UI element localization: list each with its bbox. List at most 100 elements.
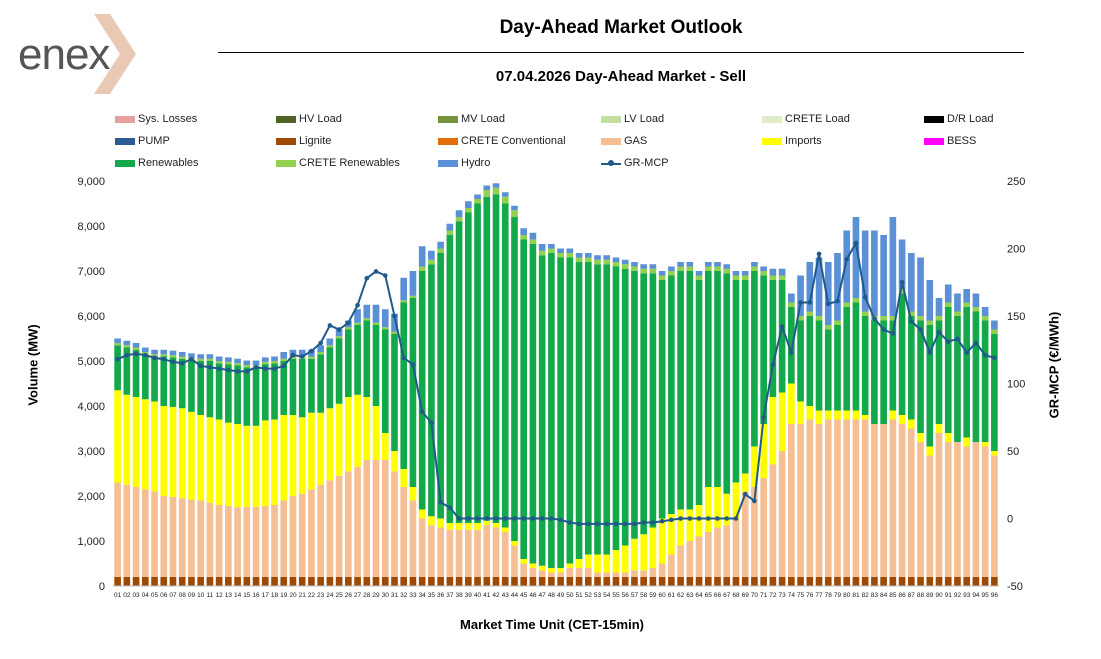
bar-segment-imports (788, 383, 795, 424)
x-tick-label: 69 (742, 592, 750, 599)
legend-label: GAS (624, 135, 648, 147)
bar-segment-crete-renewables (658, 275, 666, 280)
bar-segment-renewables (511, 217, 518, 541)
bar-segment-crete-renewables (926, 320, 934, 325)
bar-segment-imports (400, 469, 408, 487)
x-tick-label: 47 (539, 592, 547, 599)
bar-segment-imports (169, 406, 177, 497)
bar-segment-crete-renewables (446, 230, 454, 235)
mcp-point (226, 367, 231, 373)
title-divider (218, 52, 1024, 53)
legend-item: Sys. Losses (115, 112, 197, 126)
bar-segment-gas (391, 471, 398, 577)
bar-segment-gas (843, 419, 851, 577)
bar-segment-hydro (723, 264, 731, 269)
bar-segment-renewables (981, 320, 989, 442)
bar-segment-hydro (631, 262, 638, 267)
bar-segment-hydro (188, 353, 195, 358)
bar-segment-lignite (954, 577, 961, 586)
bar-segment-gas (132, 487, 140, 577)
bar-segment-hydro (428, 250, 435, 260)
bar-segment-imports (584, 554, 592, 568)
bar-segment-gas (594, 572, 601, 577)
bar-segment-hydro (317, 345, 324, 352)
bar-segment-renewables (963, 307, 971, 438)
bar-segment-imports (197, 415, 204, 501)
mcp-point (789, 350, 794, 355)
bar-segment-lignite (557, 577, 564, 586)
bar-segment-gas (852, 419, 860, 577)
bar-segment-hydro (160, 349, 168, 355)
bar-segment-crete-renewables (261, 361, 269, 365)
x-tick-label: 35 (428, 592, 436, 599)
bar-segment-imports (335, 403, 343, 476)
bar-segment-crete-renewables (741, 275, 749, 280)
bar-segment-crete-renewables (778, 275, 786, 280)
bar-segment-hydro (843, 230, 851, 303)
bar-segment-gas (123, 484, 131, 577)
bar-segment-crete-renewables (935, 316, 943, 321)
legend-swatch (115, 115, 135, 123)
bar-segment-crete-renewables (169, 355, 177, 358)
legend-label: LV Load (624, 113, 665, 125)
mcp-point (346, 320, 351, 326)
bar-segment-gas (363, 460, 371, 577)
bar-segment-crete-renewables (326, 345, 334, 348)
mcp-point (715, 516, 720, 521)
legend-line-swatch (601, 159, 621, 168)
bar-segment-renewables (926, 325, 934, 447)
bar-segment-hydro (981, 307, 989, 316)
bar-segment-crete-renewables (114, 343, 121, 346)
bar-segment-gas (935, 433, 943, 577)
bar-segment-renewables (409, 298, 417, 487)
bar-segment-crete-renewables (280, 358, 288, 361)
bar-segment-imports (511, 541, 518, 546)
x-tick-label: 92 (954, 592, 962, 599)
bar-segment-lignite (612, 577, 620, 586)
bar-segment-lignite (658, 577, 666, 586)
bar-segment-lignite (677, 577, 684, 586)
bar-segment-hydro (944, 284, 952, 303)
bar-segment-hydro (418, 246, 426, 267)
bar-segment-renewables (566, 257, 574, 564)
legend-label: Lignite (299, 135, 332, 147)
bar-segment-gas (926, 455, 934, 577)
bar-segment-lignite (437, 577, 444, 586)
bar-segment-crete-renewables (751, 266, 758, 271)
bar-segment-lignite (511, 577, 518, 586)
mcp-point (447, 505, 453, 511)
bar-segment-renewables (668, 275, 675, 514)
mcp-point (198, 363, 203, 369)
bar-segment-hydro (298, 349, 306, 357)
x-tick-label: 90 (935, 592, 943, 599)
bar-segment-imports (114, 390, 121, 483)
bar-segment-lignite (714, 577, 721, 586)
bar-segment-renewables (548, 253, 555, 568)
bar-segment-imports (465, 523, 472, 530)
bar-segment-renewables (594, 264, 601, 555)
bar-segment-hydro (594, 255, 601, 260)
bar-segment-hydro (871, 230, 878, 316)
bar-segment-gas (631, 570, 638, 577)
bar-segment-renewables (465, 212, 472, 523)
mcp-point (299, 354, 305, 359)
bar-segment-hydro (778, 268, 786, 276)
bar-segment-renewables (704, 271, 712, 487)
legend-item: MV Load (438, 112, 505, 126)
bar-segment-lignite (206, 577, 214, 586)
mcp-point (678, 516, 683, 521)
bar-segment-lignite (391, 577, 398, 586)
bar-segment-lignite (501, 577, 509, 586)
x-axis-title: Market Time Unit (CET-15min) (460, 617, 644, 632)
bar-segment-renewables (677, 271, 684, 510)
bar-segment-hydro (511, 205, 518, 211)
bar-segment-crete-renewables (621, 264, 629, 269)
bar-segment-gas (234, 507, 241, 577)
bar-segment-renewables (474, 203, 481, 523)
bar-segment-gas (538, 570, 546, 577)
legend-item: PUMP (115, 134, 170, 148)
bar-segment-hydro (372, 304, 380, 323)
bar-segment-crete-renewables (594, 259, 601, 265)
mcp-point (373, 269, 379, 274)
bar-segment-hydro (335, 329, 343, 337)
